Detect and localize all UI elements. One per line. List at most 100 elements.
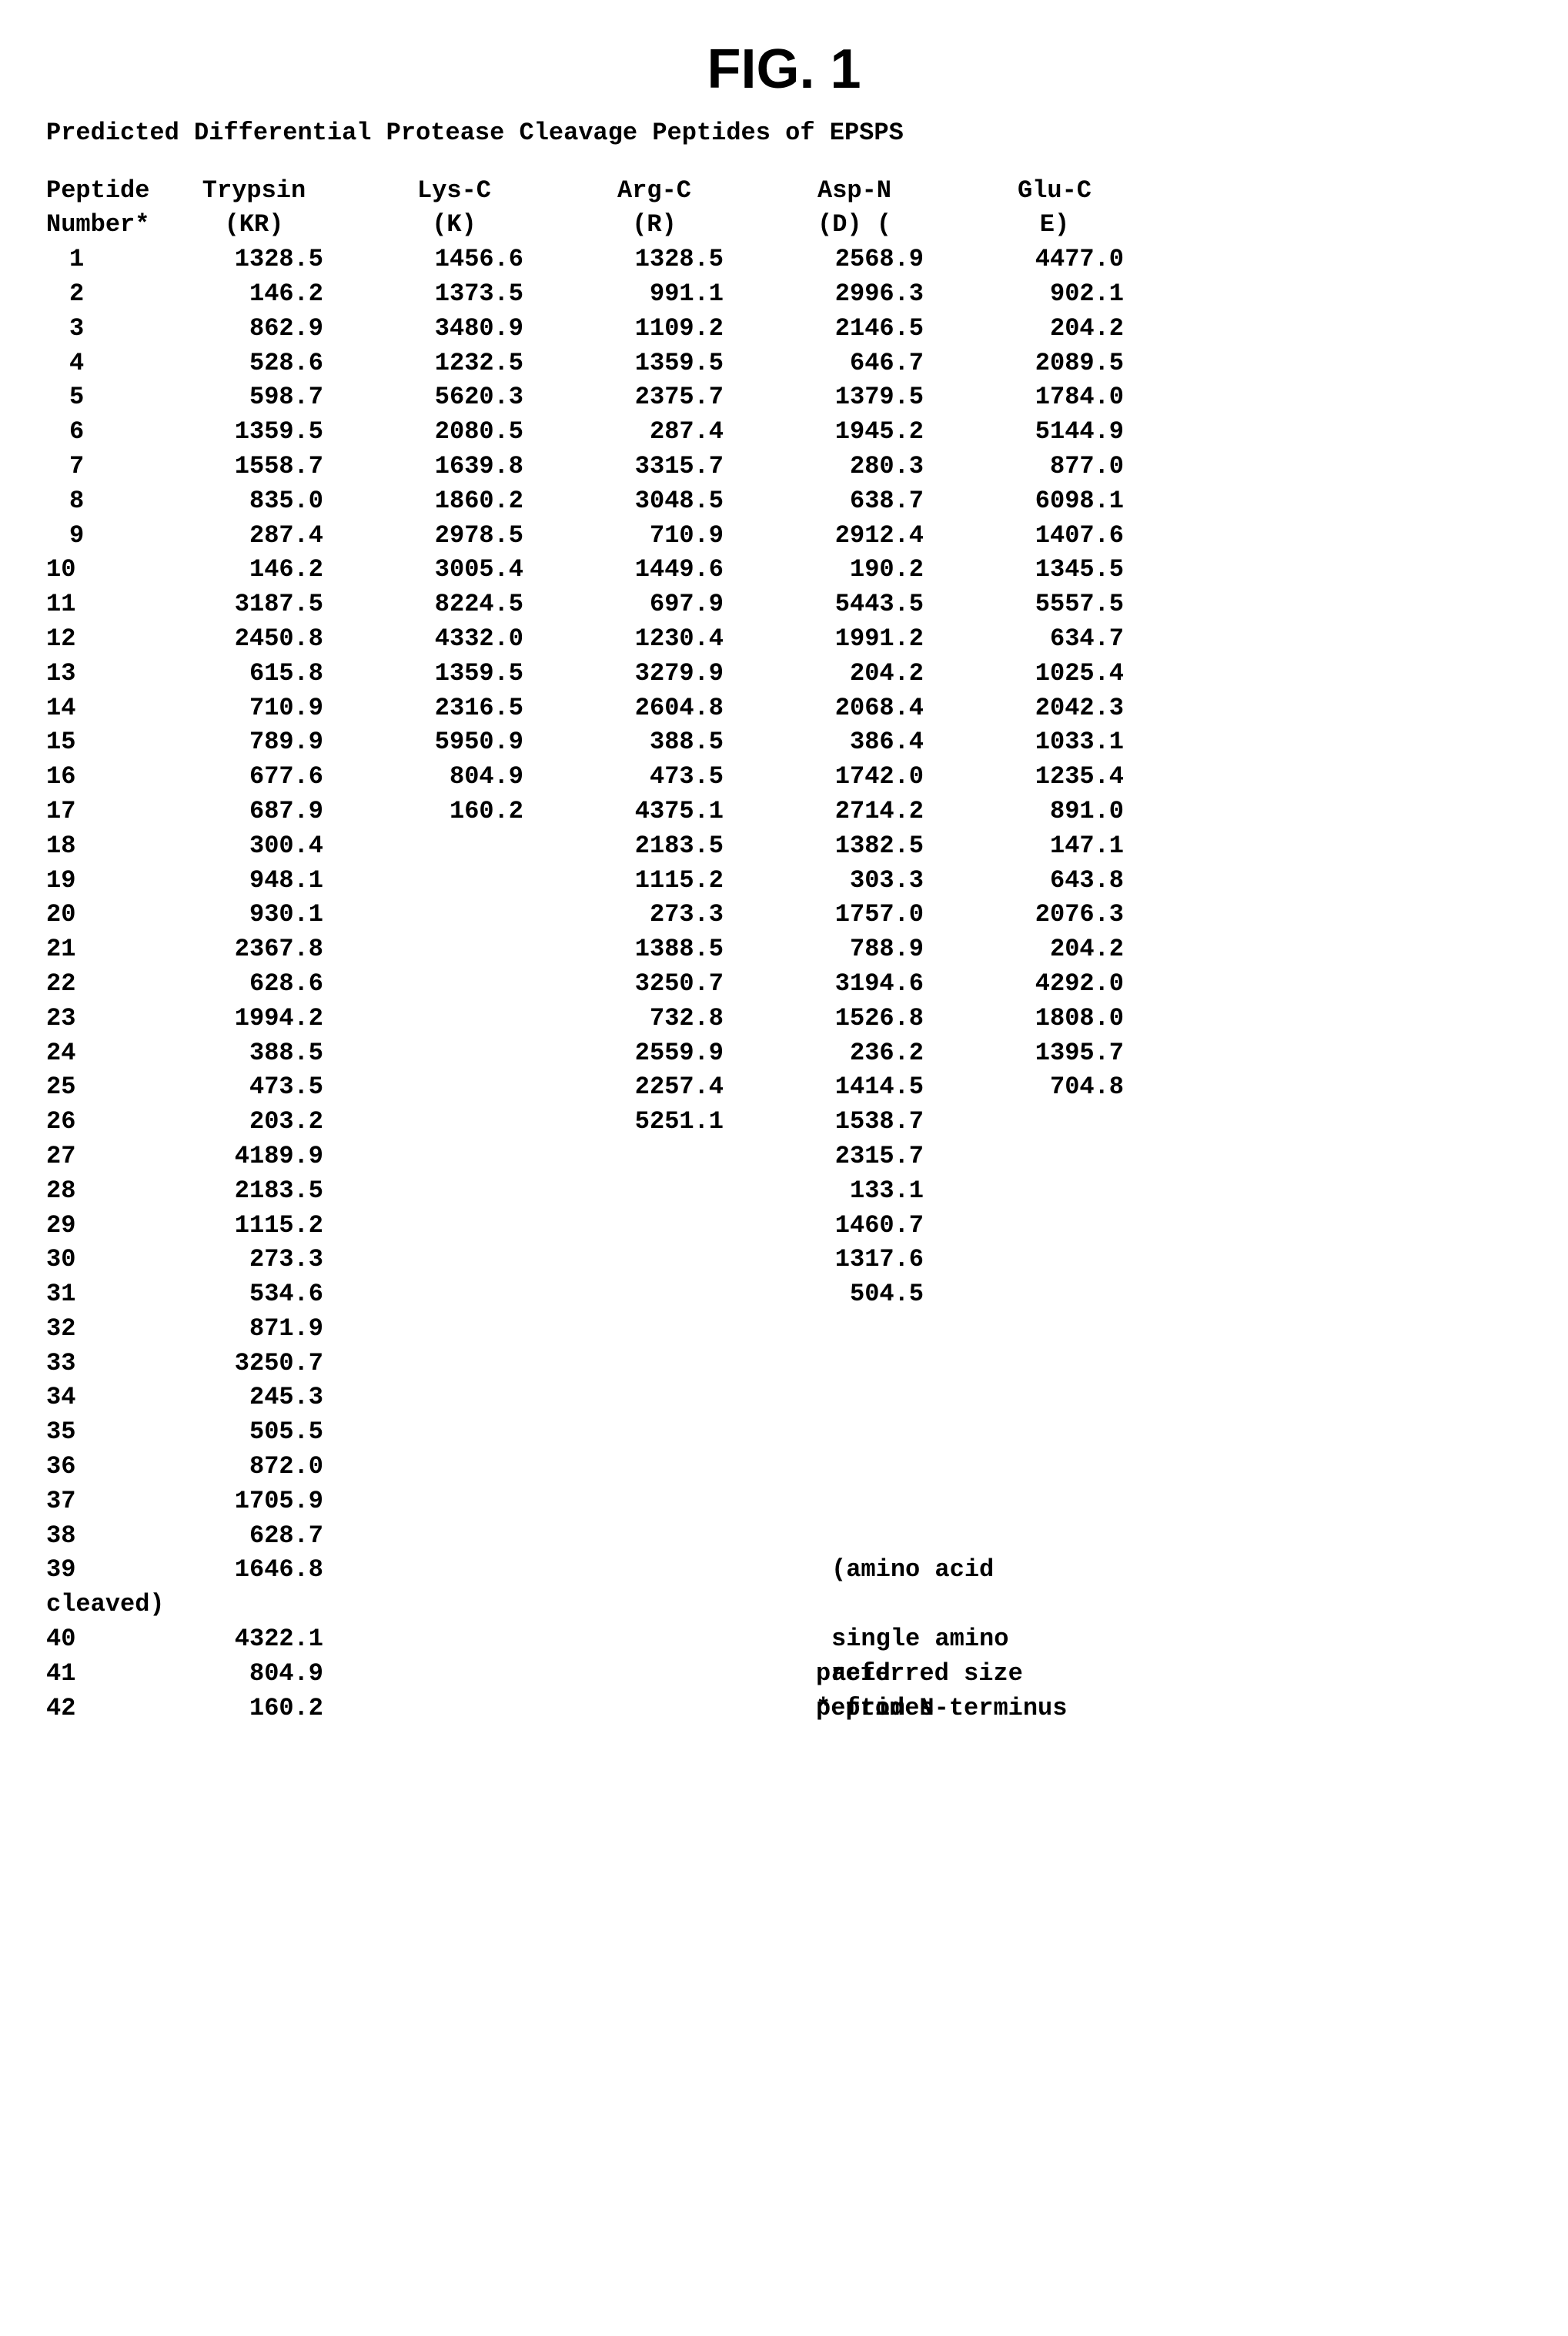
table-row: 36872.0	[46, 1450, 1522, 1484]
cell-argc	[554, 1277, 754, 1312]
cell-lysc	[354, 1174, 554, 1209]
cell-trypsin: 146.2	[154, 277, 354, 312]
cell-lysc: 2080.5	[354, 415, 554, 450]
cell-argc: 697.9	[554, 587, 754, 622]
table-row: 25473.52257.41414.5704.8	[46, 1070, 1522, 1105]
cell-gluc: 634.7	[955, 622, 1155, 657]
table-row: 291115.2 1460.7	[46, 1209, 1522, 1243]
cell-argc: 1230.4	[554, 622, 754, 657]
cell-num: 39	[46, 1553, 154, 1588]
cleaved-row: cleaved)	[46, 1588, 1522, 1622]
cell-trypsin: 615.8	[154, 657, 354, 691]
cell-aspn: 3194.6	[754, 967, 955, 1002]
cell-num: 22	[46, 967, 154, 1002]
cell-aspn	[754, 1312, 955, 1347]
cell-num: 3	[46, 312, 154, 346]
cell-lysc: 8224.5	[354, 587, 554, 622]
cell-aspn: 1460.7	[754, 1209, 955, 1243]
cell-aspn: 236.2	[754, 1036, 955, 1071]
cell-aspn	[754, 1450, 955, 1484]
table-row: 40 4322.1 single amino	[46, 1622, 1522, 1657]
cell-lysc	[354, 1070, 554, 1105]
cell-trypsin: 1115.2	[154, 1209, 354, 1243]
cell-lysc	[354, 898, 554, 932]
table-row: 26203.25251.11538.7	[46, 1105, 1522, 1140]
cell-gluc: 1235.4	[955, 760, 1155, 795]
cell-aspn: 2714.2	[754, 795, 955, 829]
table-row: 15789.95950.9388.5386.41033.1	[46, 725, 1522, 760]
table-row: 8835.01860.23048.5638.76098.1	[46, 484, 1522, 519]
cell-aspn: 2912.4	[754, 519, 955, 554]
subtitle: Predicted Differential Protease Cleavage…	[46, 116, 1522, 151]
table-row: 5598.75620.32375.71379.51784.0	[46, 380, 1522, 415]
cell-num: 36	[46, 1450, 154, 1484]
cell-trypsin: 1328.5	[154, 243, 354, 277]
cell-gluc: 704.8	[955, 1070, 1155, 1105]
cell-argc	[554, 1209, 754, 1243]
hdr-lysc2: (K)	[354, 208, 554, 243]
cell-num: 18	[46, 829, 154, 864]
cell-trypsin: 3187.5	[154, 587, 354, 622]
cell-aspn: 646.7	[754, 346, 955, 381]
cell-gluc: 204.2	[955, 312, 1155, 346]
table-row: 18300.42183.51382.5147.1	[46, 829, 1522, 864]
cell-aspn: 788.9	[754, 932, 955, 967]
cell-aspn: 5443.5	[754, 587, 955, 622]
cell-argc	[554, 1140, 754, 1174]
cell-trypsin: 687.9	[154, 795, 354, 829]
cell-aspn: 504.5	[754, 1277, 955, 1312]
table-row: 2146.21373.5991.12996.3902.1	[46, 277, 1522, 312]
cell-trypsin: 930.1	[154, 898, 354, 932]
cell-trypsin: 3250.7	[154, 1347, 354, 1381]
cell-trypsin: 528.6	[154, 346, 354, 381]
cell-num: 9	[46, 519, 154, 554]
table-row: 113187.58224.5697.95443.55557.5	[46, 587, 1522, 622]
table-row: 371705.9	[46, 1484, 1522, 1519]
cell-lysc: 3480.9	[354, 312, 554, 346]
cell-num: 29	[46, 1209, 154, 1243]
cell-aspn: 1742.0	[754, 760, 955, 795]
cell-argc: 991.1	[554, 277, 754, 312]
cleavage-table: Peptide Trypsin Lys-C Arg-C Asp-N Glu-C …	[46, 174, 1522, 1726]
cell-argc: 3315.7	[554, 450, 754, 484]
cell-lysc	[354, 1209, 554, 1243]
cell-argc: 5251.1	[554, 1105, 754, 1140]
cell-trypsin: 2183.5	[154, 1174, 354, 1209]
hdr-argc: Arg-C	[554, 174, 754, 209]
cell-aspn	[754, 1519, 955, 1554]
cell-num: 6	[46, 415, 154, 450]
table-row: 39 1646.8 (amino acid	[46, 1553, 1522, 1588]
cell-gluc	[955, 1347, 1155, 1381]
cell-aspn: 1317.6	[754, 1243, 955, 1277]
cell-gluc: 4292.0	[955, 967, 1155, 1002]
cell-argc: 2604.8	[554, 691, 754, 726]
table-row: 31534.6504.5	[46, 1277, 1522, 1312]
cell-trypsin: 871.9	[154, 1312, 354, 1347]
table-row: 212367.81388.5788.9204.2	[46, 932, 1522, 967]
cell-lysc: 5950.9	[354, 725, 554, 760]
cell-argc: 710.9	[554, 519, 754, 554]
cell-gluc: 2089.5	[955, 346, 1155, 381]
cell-lysc	[354, 1381, 554, 1415]
cell-gluc: 1345.5	[955, 553, 1155, 587]
cell-num: 2	[46, 277, 154, 312]
cell-num: 38	[46, 1519, 154, 1554]
cell-aspn: 1945.2	[754, 415, 955, 450]
cell-argc: 1109.2	[554, 312, 754, 346]
cell-trypsin: 245.3	[154, 1381, 354, 1415]
cell-argc	[554, 1450, 754, 1484]
hdr-peptide2: Number*	[46, 208, 154, 243]
cell-trypsin: 273.3	[154, 1243, 354, 1277]
cell-argc: 273.3	[554, 898, 754, 932]
cell-num: 31	[46, 1277, 154, 1312]
cell-lysc	[354, 1450, 554, 1484]
cell-argc: 1328.5	[554, 243, 754, 277]
cell-aspn: 303.3	[754, 864, 955, 899]
cell-lysc: 1860.2	[354, 484, 554, 519]
cell-trypsin: 287.4	[154, 519, 354, 554]
table-row: 17687.9160.24375.12714.2891.0	[46, 795, 1522, 829]
cell-argc: 2257.4	[554, 1070, 754, 1105]
cell-trypsin: 1558.7	[154, 450, 354, 484]
cell-num: 25	[46, 1070, 154, 1105]
cell-gluc: 1395.7	[955, 1036, 1155, 1071]
